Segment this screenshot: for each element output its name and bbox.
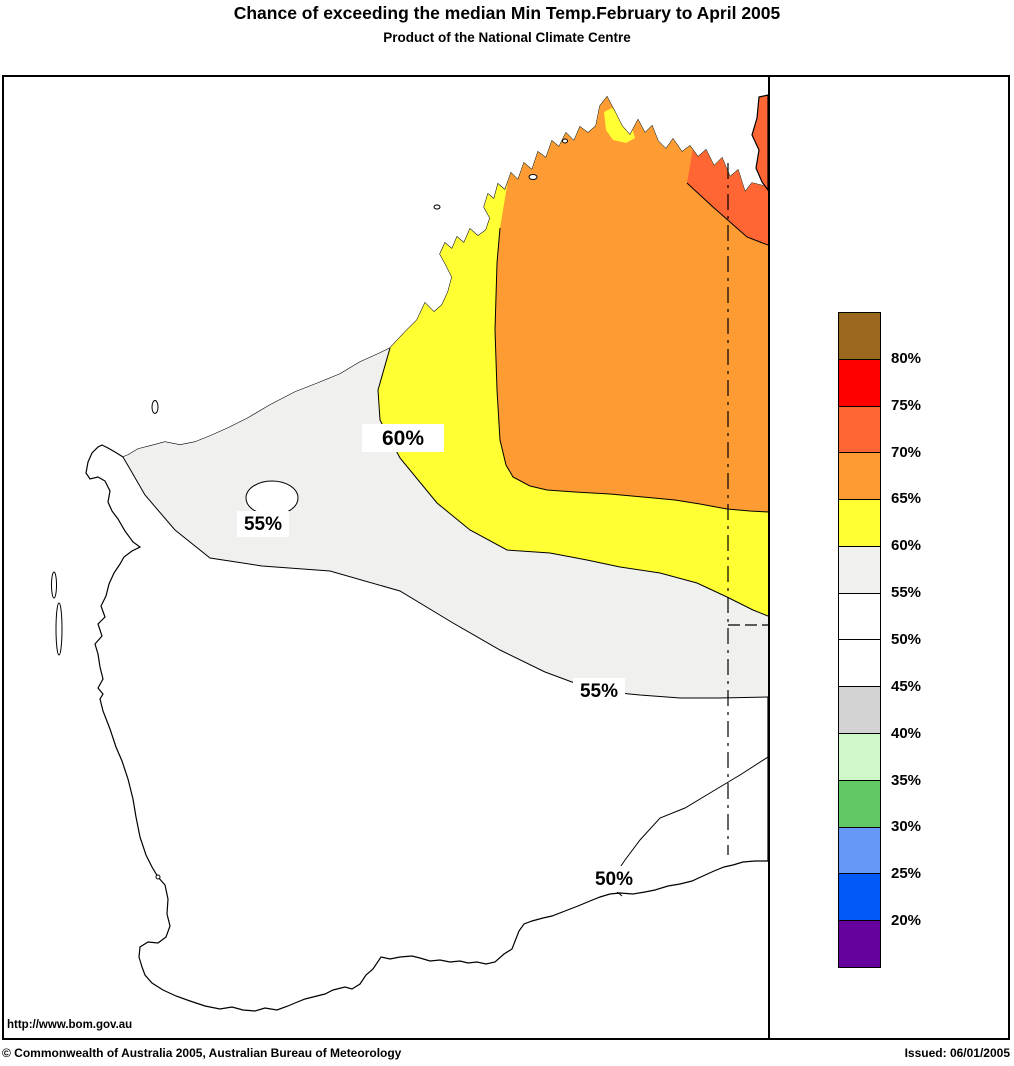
legend-label-25: 25% xyxy=(891,865,922,882)
legend-swatch-1 xyxy=(839,359,880,407)
island-shark-bay-south xyxy=(55,602,63,656)
legend-swatch-12 xyxy=(839,874,880,922)
legend-label-75: 75% xyxy=(891,397,922,414)
legend-color-scale xyxy=(838,312,881,968)
contour-70 xyxy=(686,182,768,246)
legend-swatch-9 xyxy=(839,734,880,781)
contour-55 xyxy=(122,456,768,699)
legend-swatch-10 xyxy=(839,780,880,828)
islet-kimberley-1 xyxy=(528,174,538,180)
ne-corner-landmass xyxy=(751,94,768,191)
region-65-70 xyxy=(495,97,768,512)
legend-label-60: 60% xyxy=(891,537,922,554)
contour-label-55-east: 55% xyxy=(573,678,625,704)
legend-label-30: 30% xyxy=(891,818,922,835)
legend-label-20: 20% xyxy=(891,912,922,929)
region-60-65-coastal-pocket xyxy=(604,108,635,143)
legend-label-80: 80% xyxy=(891,350,922,367)
contour-label-60: 60% xyxy=(362,424,444,452)
legend-label-70: 70% xyxy=(891,444,922,461)
legend-swatch-2 xyxy=(839,406,880,454)
page-subtitle: Product of the National Climate Centre xyxy=(383,30,631,45)
issued-date: Issued: 06/01/2005 xyxy=(904,1046,1010,1060)
legend-swatch-8 xyxy=(839,687,880,735)
contour-label-50: 50% xyxy=(588,866,640,892)
contour-55-closed-pocket xyxy=(245,480,299,516)
copyright-text: © Commonwealth of Australia 2005, Austra… xyxy=(2,1046,402,1060)
legend-label-40: 40% xyxy=(891,725,922,742)
legend-label-35: 35% xyxy=(891,772,922,789)
page-title: Chance of exceeding the median Min Temp.… xyxy=(233,3,781,23)
contour-65 xyxy=(494,227,768,513)
island-barrow xyxy=(151,400,159,414)
legend-swatch-11 xyxy=(839,827,880,875)
islet-kimberley-3 xyxy=(562,138,568,144)
legend-label-55: 55% xyxy=(891,584,922,601)
legend-swatch-5 xyxy=(839,546,880,594)
legend-swatch-6 xyxy=(839,593,880,641)
islet-garden xyxy=(155,874,161,880)
bom-url[interactable]: http://www.bom.gov.au xyxy=(7,1019,133,1031)
islet-kimberley-2 xyxy=(433,204,441,210)
island-shark-bay-north xyxy=(51,571,57,599)
map-legend-divider xyxy=(768,77,770,1038)
legend-swatch-0 xyxy=(839,313,880,360)
legend-swatch-3 xyxy=(839,453,880,501)
wa-probability-map xyxy=(51,94,768,1012)
legend-label-45: 45% xyxy=(891,678,922,695)
legend-swatch-13 xyxy=(839,921,880,967)
legend-swatch-4 xyxy=(839,500,880,547)
legend-label-65: 65% xyxy=(891,490,922,507)
legend-swatch-7 xyxy=(839,640,880,688)
legend-label-50: 50% xyxy=(891,631,922,648)
contour-label-55-west: 55% xyxy=(237,511,289,537)
